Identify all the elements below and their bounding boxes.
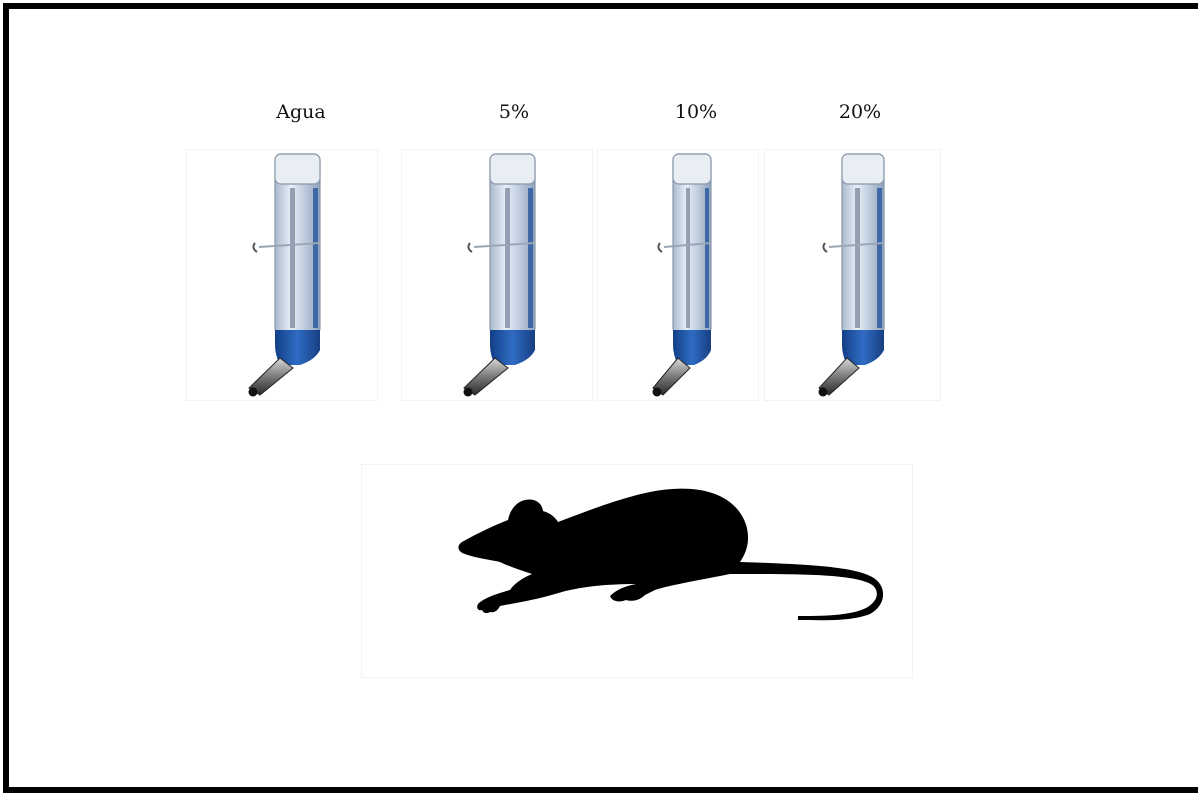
water-bottle-icon-5-percent bbox=[463, 153, 536, 397]
water-bottle-icon-10-percent bbox=[652, 153, 712, 397]
mouse-silhouette-icon bbox=[458, 488, 884, 621]
water-bottle-icon-agua bbox=[248, 153, 321, 397]
water-bottle-icon-20-percent bbox=[818, 153, 885, 397]
label-10-percent: 10% bbox=[674, 101, 718, 123]
label-5-percent: 5% bbox=[498, 101, 530, 123]
label-water: Agua bbox=[276, 101, 326, 123]
label-20-percent: 20% bbox=[838, 101, 882, 123]
